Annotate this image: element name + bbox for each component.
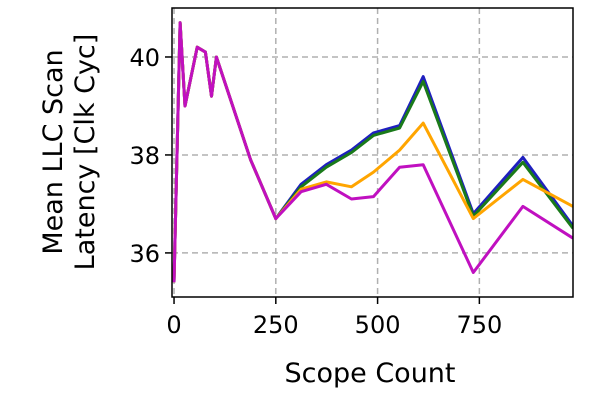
y-axis-label: Mean LLC Scan Latency [Clk Cyc] [38, 34, 101, 271]
y-tick-label: 38 [129, 142, 160, 170]
x-tick-label: 250 [253, 311, 299, 339]
y-tick-label: 40 [129, 44, 160, 72]
plot-frame [171, 7, 574, 298]
y-axis-label-line: Latency [Clk Cyc] [70, 34, 101, 271]
line [172, 21, 573, 283]
y-axis-label-line: Mean LLC Scan [38, 49, 69, 254]
line [172, 21, 573, 283]
y-tick-label: 36 [129, 240, 160, 268]
x-tick-label: 0 [166, 311, 181, 339]
line [172, 21, 573, 283]
x-axis-label: Scope Count [284, 358, 455, 389]
line [172, 21, 573, 283]
x-tick-label: 500 [355, 311, 401, 339]
x-tick-label: 750 [456, 311, 502, 339]
